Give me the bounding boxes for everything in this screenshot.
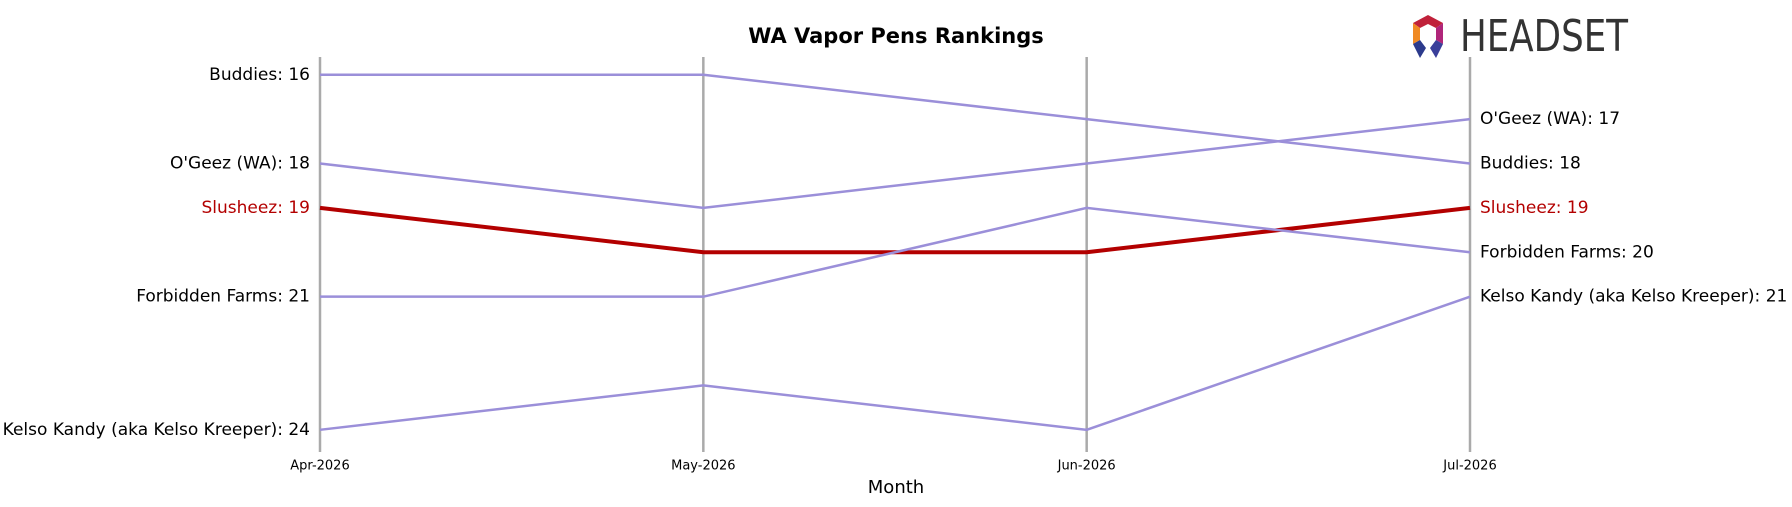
series-line xyxy=(319,295,1471,432)
x-tick-label: Jun-2026 xyxy=(1057,459,1116,474)
series-line xyxy=(319,117,1471,210)
logo-icon xyxy=(1413,23,1420,44)
series-line xyxy=(320,73,1471,165)
rank-label: Slusheez: 19 xyxy=(1480,198,1589,218)
series-line xyxy=(320,206,1471,298)
x-tick-label: Jul-2026 xyxy=(1442,459,1496,474)
logo-icon xyxy=(1413,40,1426,58)
rank-label: O'Geez (WA): 17 xyxy=(1480,109,1620,129)
logo: HEADSET xyxy=(1413,11,1628,62)
logo-icon xyxy=(1430,40,1443,58)
rank-label: Forbidden Farms: 21 xyxy=(136,287,310,307)
rank-label: Slusheez: 19 xyxy=(201,198,310,218)
chart-title: WA Vapor Pens Rankings xyxy=(748,24,1044,48)
x-axis-title: Month xyxy=(868,477,924,498)
rank-label: Kelso Kandy (aka Kelso Kreeper): 21 xyxy=(1480,287,1787,307)
rank-label: Kelso Kandy (aka Kelso Kreeper): 24 xyxy=(3,420,310,440)
rank-label: O'Geez (WA): 18 xyxy=(170,154,310,174)
logo-text: HEADSET xyxy=(1460,11,1628,62)
logo-icon xyxy=(1436,23,1443,44)
rank-label: Forbidden Farms: 20 xyxy=(1480,242,1654,262)
rank-label: Buddies: 18 xyxy=(1480,154,1581,174)
x-tick-label: May-2026 xyxy=(671,459,735,474)
rank-label: Buddies: 16 xyxy=(209,65,310,85)
series-line xyxy=(319,205,1471,255)
x-tick-label: Apr-2026 xyxy=(290,459,349,474)
logo-icon xyxy=(1413,15,1443,28)
